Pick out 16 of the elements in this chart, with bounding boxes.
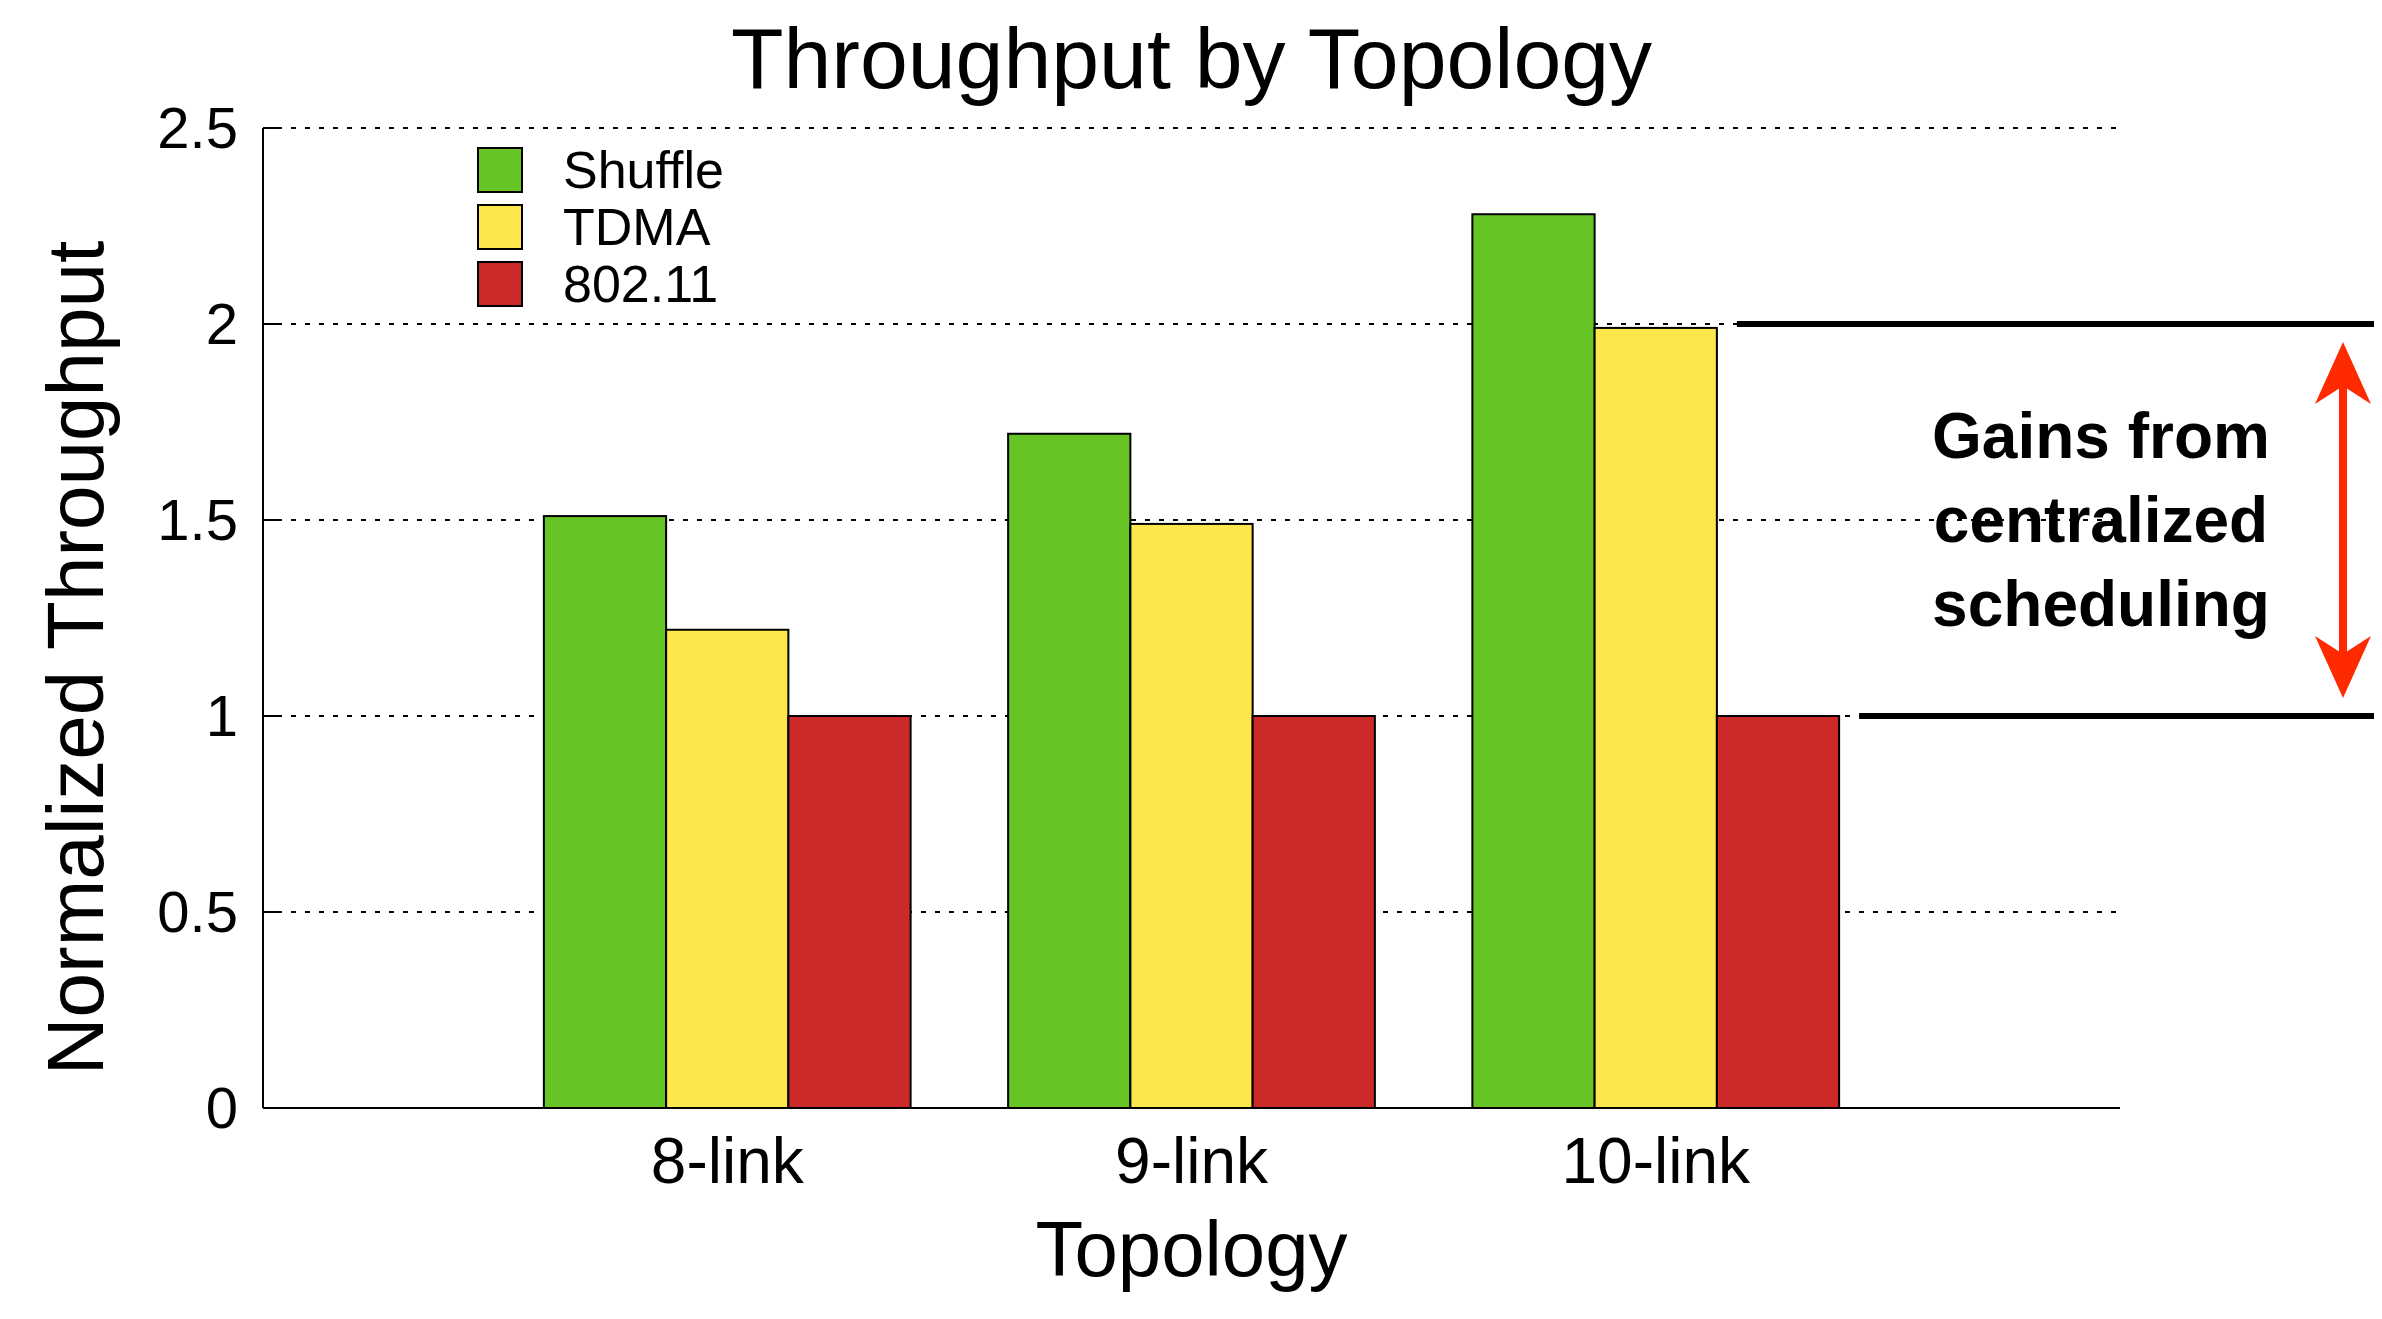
x-tick-label: 8-link <box>650 1125 805 1197</box>
legend-label: Shuffle <box>563 141 724 200</box>
legend-label: 802.11 <box>563 255 719 314</box>
y-tick-label: 2.5 <box>157 95 238 161</box>
x-tick-label: 9-link <box>1115 1125 1269 1197</box>
y-tick-label: 0 <box>205 1075 238 1141</box>
y-tick-label: 1.5 <box>157 487 238 553</box>
y-tick-label: 1 <box>205 683 238 749</box>
x-tick-label: 10-link <box>1561 1125 1752 1197</box>
annotation: Gains from centralized scheduling <box>1932 400 2270 641</box>
legend-label: TDMA <box>563 198 711 257</box>
x-axis-title: Topology <box>1035 1205 1348 1293</box>
chart-title: Throughput by Topology <box>730 10 1653 106</box>
y-axis-title: Normalized Throughput <box>31 240 120 1076</box>
y-tick-label: 2 <box>205 291 238 357</box>
y-tick-label: 0.5 <box>157 879 238 945</box>
